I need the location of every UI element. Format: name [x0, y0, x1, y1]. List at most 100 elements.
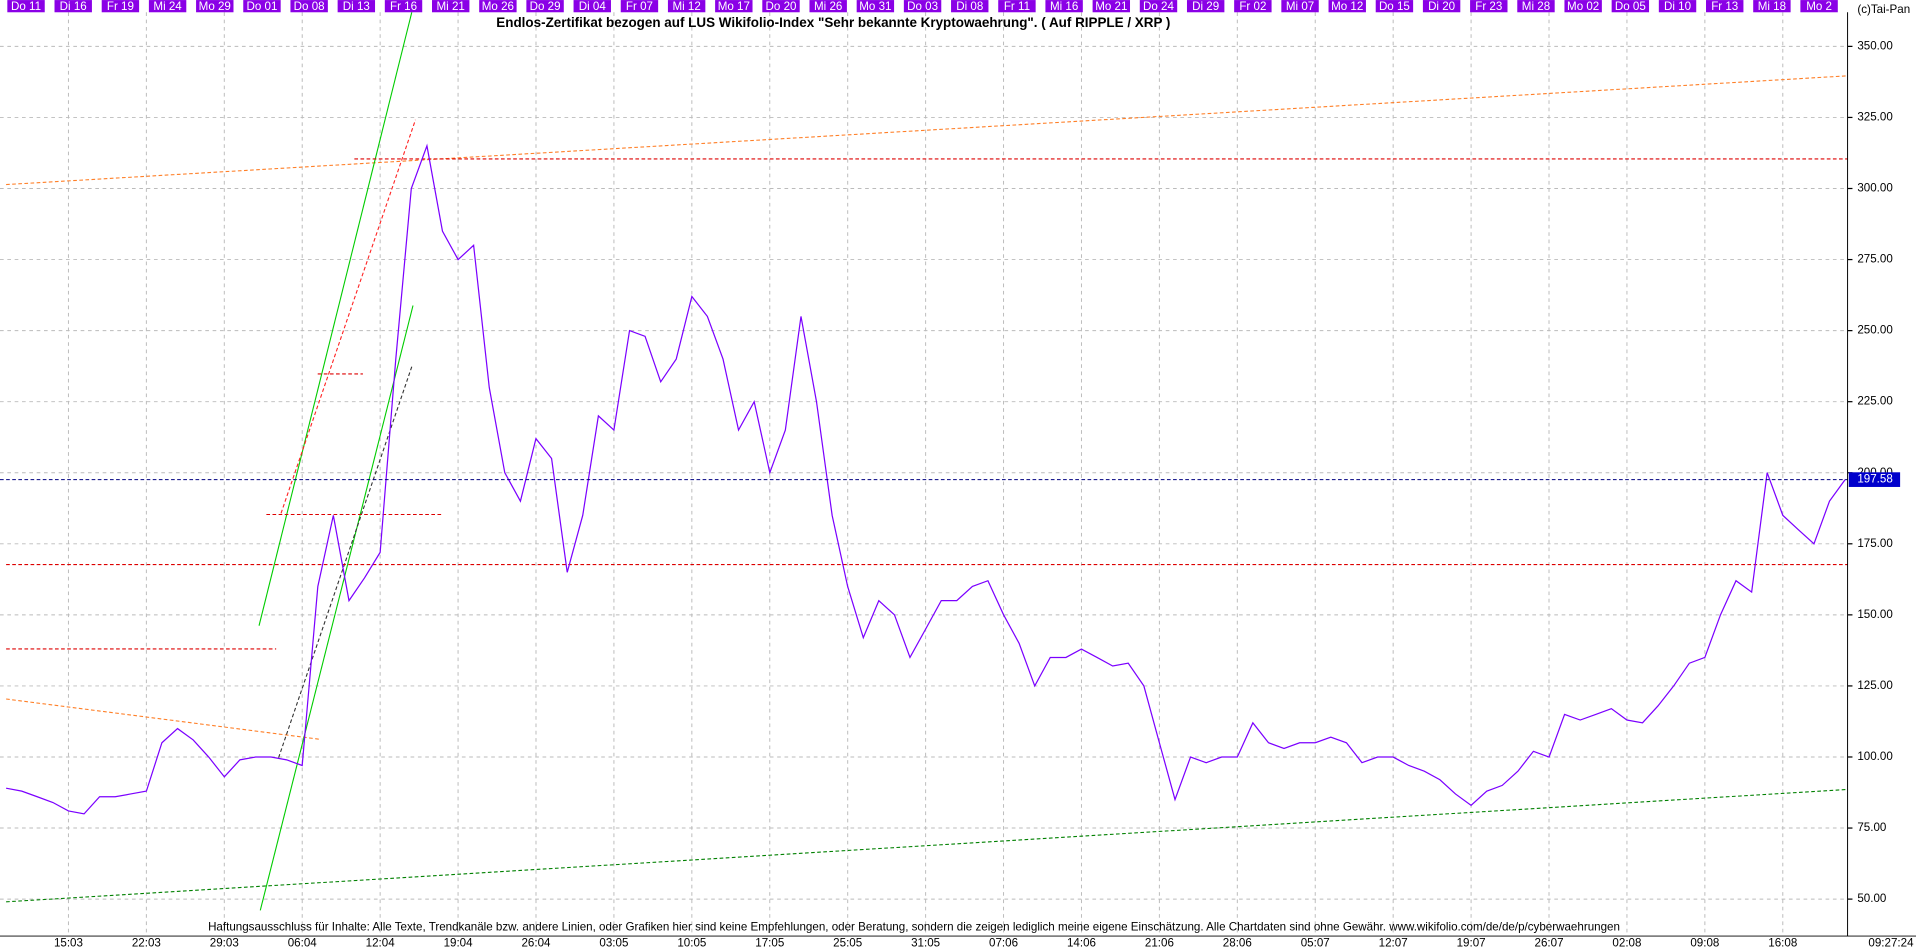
- top-label-box: [1092, 0, 1131, 13]
- top-label: Mi 07: [1286, 0, 1314, 13]
- last-value-box: [1848, 472, 1901, 487]
- top-label: Fr 19: [107, 0, 134, 13]
- top-label-box: [1658, 0, 1697, 13]
- top-label: Mo 12: [1331, 0, 1363, 13]
- x-tick-label: 21:06: [1145, 936, 1174, 949]
- top-label-box: [903, 0, 942, 13]
- top-label: Mo 21: [1095, 0, 1127, 13]
- top-label-box: [7, 0, 45, 13]
- top-label: Di 16: [60, 0, 87, 13]
- y-tick-label: 225.00: [1857, 395, 1892, 408]
- top-label: Do 29: [530, 0, 561, 13]
- top-label: Mi 24: [153, 0, 182, 13]
- trend-line: [6, 788, 1848, 903]
- y-tick-label: 350.00: [1857, 39, 1892, 52]
- top-label-box: [148, 0, 187, 13]
- chart-title: Endlos-Zertifikat bezogen auf LUS Wikifo…: [496, 15, 1170, 30]
- top-label-box: [951, 0, 989, 13]
- top-label-box: [384, 0, 423, 13]
- top-label: Fr 02: [1239, 0, 1266, 13]
- top-label-box: [337, 0, 376, 13]
- top-label-box: [1045, 0, 1083, 13]
- x-tick-label: 31:05: [911, 936, 940, 949]
- x-tick-label: 26:07: [1535, 936, 1564, 949]
- time: 09:27:24: [1868, 936, 1914, 949]
- top-label: Mi 18: [1758, 0, 1786, 13]
- trend-line: [259, 305, 414, 911]
- top-label-box: [479, 0, 517, 13]
- y-tick-label: 275.00: [1857, 253, 1892, 266]
- top-label: Mo 29: [199, 0, 231, 13]
- price-line: [5, 143, 1846, 815]
- trend-line: [6, 75, 1848, 186]
- top-label: Fr 23: [1475, 0, 1502, 13]
- top-label-box: [1470, 0, 1508, 13]
- top-label: Do 20: [766, 0, 797, 13]
- top-label-box: [290, 0, 328, 13]
- top-label: Do 01: [246, 0, 277, 13]
- top-label: Fr 11: [1004, 0, 1030, 13]
- top-label: Do 11: [11, 0, 41, 13]
- x-tick-label: 28:06: [1223, 936, 1252, 949]
- x-tick-label: 12:07: [1379, 936, 1408, 949]
- y-tick-label: 50.00: [1857, 892, 1886, 905]
- top-label-box: [1564, 0, 1602, 13]
- trend-line: [258, 12, 413, 626]
- top-label: Mi 26: [814, 0, 842, 13]
- top-label: Do 24: [1143, 0, 1174, 13]
- x-tick-label: 03:05: [599, 936, 628, 949]
- top-label: Mo 2: [1806, 0, 1832, 13]
- x-tick-label: 29:03: [210, 936, 239, 949]
- top-label: Mi 16: [1050, 0, 1078, 13]
- top-label-box: [196, 0, 234, 13]
- top-label-box: [620, 0, 659, 13]
- x-tick-label: 16:08: [1768, 936, 1797, 949]
- top-label-box: [573, 0, 611, 13]
- top-label-box: [1753, 0, 1791, 13]
- top-label: Mo 02: [1567, 0, 1599, 13]
- top-label-box: [1800, 0, 1838, 13]
- plot: [0, 143, 1848, 815]
- y-tick-label: 100.00: [1857, 750, 1892, 763]
- grid: [0, 12, 1848, 937]
- x-tick-label: 02:08: [1612, 936, 1641, 949]
- x-tick-label: 12:04: [366, 936, 396, 949]
- y-tick-label: 175.00: [1857, 537, 1892, 550]
- top-label: Do 15: [1379, 0, 1410, 13]
- top-label-box: [998, 0, 1036, 13]
- footnote: Haftungsausschluss für Inhalte: Alle Tex…: [208, 921, 1620, 934]
- top-label: Mo 26: [482, 0, 514, 13]
- x-tick-label: 25:05: [833, 936, 862, 949]
- x-tick-label: 19:04: [444, 936, 474, 949]
- annotations: [6, 12, 1848, 911]
- top-label-box: [432, 0, 470, 13]
- top-label: Mo 31: [859, 0, 891, 13]
- y-tick-label: 250.00: [1857, 324, 1892, 337]
- top-label: Di 13: [343, 0, 370, 13]
- copyright: (c)Tai-Pan: [1857, 3, 1910, 16]
- top-label-box: [101, 0, 140, 13]
- y-tick-label: 125.00: [1857, 679, 1892, 692]
- x-tick-label: 26:04: [521, 936, 551, 949]
- x-tick-label: 07:06: [989, 936, 1018, 949]
- x-tick-label: 06:04: [288, 936, 318, 949]
- top-label-box: [1611, 0, 1650, 13]
- top-label-box: [1422, 0, 1461, 13]
- top-label-box: [1375, 0, 1414, 13]
- top-label-box: [1186, 0, 1225, 13]
- x-tick-label: 22:03: [132, 936, 161, 949]
- top-label-box: [667, 0, 706, 13]
- top-label: Di 10: [1664, 0, 1691, 13]
- top-label: Mi 21: [437, 0, 465, 13]
- y-tick-label: 150.00: [1857, 608, 1892, 621]
- top-label-box: [1234, 0, 1272, 13]
- top-label: Di 08: [956, 0, 983, 13]
- top-label: Fr 13: [1711, 0, 1738, 13]
- top-labels: Do 11 Di 16 Fr 19 Mi 24 Mo 29 Do 01 Do 08 Di 13…: [7, 0, 1838, 13]
- top-label: Fr 16: [390, 0, 417, 13]
- top-label-box: [1517, 0, 1555, 13]
- top-label-box: [526, 0, 564, 13]
- top-label: Do 05: [1615, 0, 1646, 13]
- x-tick-label: 14:06: [1067, 936, 1096, 949]
